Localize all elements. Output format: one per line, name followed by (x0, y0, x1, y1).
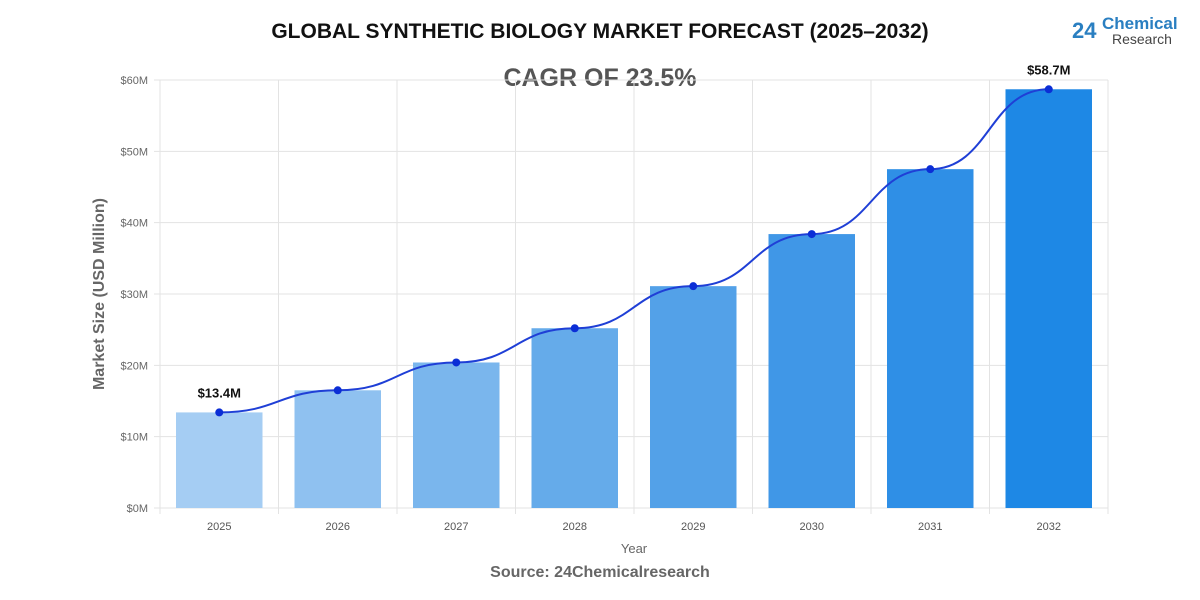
data-label: $58.7M (1027, 62, 1070, 77)
bar-2028 (531, 328, 618, 508)
y-tick-label: $60M (120, 75, 148, 87)
trend-point (926, 165, 935, 174)
bar-2027 (413, 362, 500, 508)
x-tick-label: 2025 (207, 521, 231, 533)
x-tick-label: 2032 (1037, 521, 1061, 533)
y-tick-label: $50M (120, 146, 148, 158)
bar-2031 (887, 169, 974, 508)
logo-line2: Research (1112, 31, 1172, 47)
x-tick-label: 2027 (444, 521, 468, 533)
source-note: Source: 24Chemicalresearch (490, 564, 710, 581)
logo-line1: Chemical (1102, 14, 1178, 33)
bar-2026 (294, 390, 381, 508)
y-tick-label: $0M (127, 503, 148, 515)
bar-2030 (768, 234, 855, 508)
trend-point (333, 386, 342, 395)
logo: 24 Chemical Research (1072, 12, 1192, 48)
y-tick-label: $20M (120, 360, 148, 372)
chart-title: GLOBAL SYNTHETIC BIOLOGY MARKET FORECAST… (271, 20, 929, 43)
y-tick-label: $40M (120, 218, 148, 230)
bar-2032 (1005, 89, 1092, 509)
x-tick-label: 2029 (681, 521, 705, 533)
x-tick-label: 2026 (326, 521, 350, 533)
bar-2029 (650, 286, 737, 508)
trend-point (807, 230, 816, 239)
y-tick-label: $10M (120, 432, 148, 444)
bar-2025 (176, 412, 263, 508)
cagr-subtitle: CAGR OF 23.5% (503, 64, 697, 92)
logo-number: 24 (1072, 18, 1097, 43)
trend-point (570, 324, 579, 333)
trend-point (215, 408, 224, 417)
x-tick-label: 2030 (800, 521, 824, 533)
trend-point (1044, 85, 1053, 94)
y-tick-label: $30M (120, 289, 148, 301)
x-tick-label: 2028 (563, 521, 587, 533)
x-tick-label: 2031 (918, 521, 942, 533)
y-axis-title: Market Size (USD Million) (91, 198, 108, 390)
trend-point (452, 358, 461, 367)
data-label: $13.4M (198, 385, 241, 400)
trend-point (689, 282, 698, 291)
x-axis-title: Year (621, 541, 648, 556)
